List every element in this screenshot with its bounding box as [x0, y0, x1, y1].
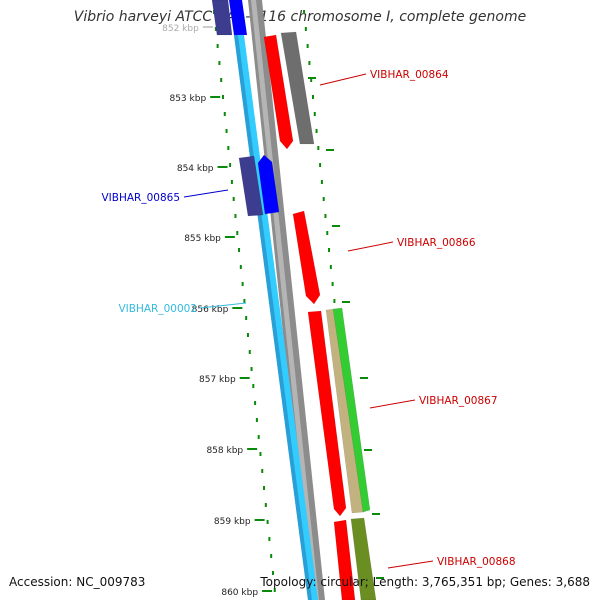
left-dot: [264, 503, 267, 507]
right-dot: [328, 248, 331, 252]
blue-top-block: [229, 0, 247, 35]
right-dot: [311, 95, 314, 99]
left-dot: [218, 61, 221, 65]
left-dot: [257, 435, 260, 439]
tick-label: 858 kbp: [206, 446, 243, 456]
left-dot: [230, 180, 233, 184]
accession-text: Accession: NC_009783: [9, 575, 146, 589]
left-dot: [246, 333, 249, 337]
right-dot: [308, 61, 311, 65]
label-leader: [387, 560, 434, 569]
gray-gene-00864: [280, 31, 315, 145]
right-dot: [313, 112, 316, 116]
gene-labels: VIBHAR_00864 VIBHAR_00865 VIBHAR_00866 VIBH…: [101, 69, 516, 569]
tick-label: 860 kbp: [221, 588, 258, 598]
right-dot: [326, 231, 329, 235]
left-dot: [225, 129, 228, 133]
left-dot: [259, 452, 262, 456]
red-gene-00864: [263, 34, 294, 150]
right-dot: [317, 146, 320, 150]
tick-label: 857 kbp: [199, 375, 236, 385]
tick-label: 855 kbp: [184, 234, 221, 244]
gene-features: [211, 0, 377, 600]
olive-gene-00868: [350, 517, 377, 600]
gene-label: VIBHAR_00865: [101, 192, 180, 204]
left-dot: [261, 469, 264, 473]
navy-gene-00865: [238, 155, 264, 217]
label-leader: [319, 73, 367, 86]
right-dot: [331, 282, 334, 286]
right-dot: [315, 129, 318, 133]
left-dot: [223, 112, 226, 116]
left-dot: [245, 316, 248, 320]
right-dot: [333, 299, 336, 303]
left-dot: [236, 231, 239, 235]
right-dot: [303, 10, 306, 14]
left-dot: [250, 367, 253, 371]
left-dot: [241, 282, 244, 286]
backbone-gray-highlight: [251, 0, 319, 600]
right-dot: [306, 44, 309, 48]
gene-label: VIBHAR_00868: [437, 556, 516, 568]
gene-label: VIBHAR_00867: [419, 395, 498, 407]
left-dot: [273, 588, 276, 592]
tan-gene-00867: [325, 308, 365, 514]
green-gene-00867: [332, 307, 371, 513]
tick-label: 852 kbp: [162, 24, 199, 34]
left-dot: [216, 44, 219, 48]
left-dot: [254, 401, 257, 405]
left-dot: [238, 248, 241, 252]
navy-gene-top: [211, 0, 233, 36]
gene-label: VIBHAR_00002: [118, 303, 197, 315]
left-dot: [252, 384, 255, 388]
left-dot: [266, 520, 269, 524]
left-dot: [268, 537, 271, 541]
right-dot: [320, 180, 323, 184]
tick-label: 853 kbp: [169, 94, 206, 104]
left-dot: [271, 571, 274, 575]
left-dot: [229, 163, 232, 167]
label-leader: [199, 302, 247, 309]
tick-label: 859 kbp: [214, 517, 251, 527]
red-gene-00866: [292, 210, 321, 305]
red-gene-00868: [333, 519, 356, 600]
left-dot: [234, 214, 237, 218]
ruler-ticks: 852 kbp 853 kbp 854 kbp 855 kbp 856 kbp 857 k…: [162, 24, 384, 598]
left-dot: [263, 486, 266, 490]
right-dot: [310, 78, 313, 82]
gene-label: VIBHAR_00864: [370, 69, 449, 81]
label-leader: [369, 399, 416, 409]
topology-text: Topology: circular; Length: 3,765,351 bp…: [260, 575, 590, 589]
left-dot: [270, 554, 273, 558]
left-dot: [255, 418, 258, 422]
left-dot: [248, 350, 251, 354]
right-dot: [319, 163, 322, 167]
left-dot: [214, 27, 217, 31]
left-dot: [239, 265, 242, 269]
label-leader: [347, 241, 394, 252]
left-dot: [232, 197, 235, 201]
left-dot: [243, 299, 246, 303]
right-dot: [322, 197, 325, 201]
right-dot: [329, 265, 332, 269]
tick-label: 854 kbp: [177, 164, 214, 174]
gene-label: VIBHAR_00866: [397, 237, 476, 249]
map-title: Vibrio harveyi ATCC BAA-1116 chromosome …: [73, 9, 527, 25]
left-dot: [220, 78, 223, 82]
backbone-track: [248, 0, 325, 600]
right-dot: [324, 214, 327, 218]
blue-gene-00865: [257, 154, 280, 215]
left-dot: [221, 95, 224, 99]
tick-label: 856 kbp: [192, 305, 229, 315]
red-gene-00867: [307, 310, 347, 517]
label-leader: [183, 189, 229, 198]
left-dot: [227, 146, 230, 150]
right-dot: [304, 27, 307, 31]
